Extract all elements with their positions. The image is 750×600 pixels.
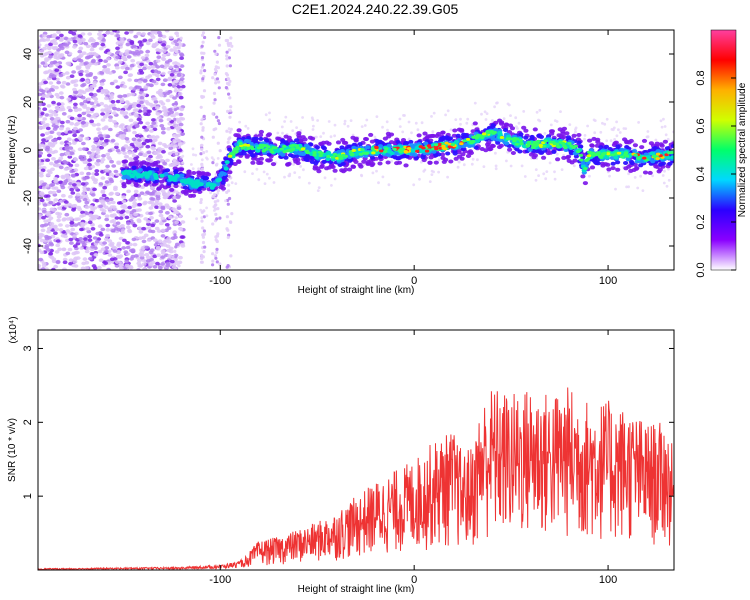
top-y-tick-label: 0 [22, 147, 34, 153]
top-y-tick-label: 40 [22, 48, 34, 60]
bottom-y-tick-label: 3 [22, 345, 34, 351]
spectral-ridge [120, 118, 674, 198]
top-x-tick-label: -100 [209, 275, 231, 287]
snr-series-line [38, 387, 674, 570]
noise-region [38, 30, 674, 270]
bottom-y-tick-label: 2 [22, 419, 34, 425]
snr-x-axis-label: Height of straight line (km) [298, 584, 415, 595]
colorbar-tick-label: 0.2 [695, 214, 707, 229]
bottom-y-tick-label: 1 [22, 493, 34, 499]
colorbar-tick-label: 0.0 [695, 262, 707, 277]
top-x-tick-label: 100 [599, 275, 617, 287]
top-y-tick-label: -40 [22, 238, 34, 254]
colorbar-tick-label: 0.4 [695, 166, 707, 181]
spectrogram-y-axis-label: Frequency (Hz) [7, 116, 18, 185]
colorbar-tick-label: 0.8 [695, 70, 707, 85]
colorbar-tick-label: 0.6 [695, 118, 707, 133]
colorbar: 0.0 0.2 0.4 0.6 0.8 [695, 29, 737, 278]
spectrogram-x-axis-label: Height of straight line (km) [298, 285, 415, 296]
spectrogram-plot: -100 0 100 -40 -20 0 20 40 [22, 29, 675, 287]
colorbar-label: Normalized spectral amplitude [737, 82, 748, 217]
chart-title: C2E1.2024.240.22.39.G05 [291, 1, 459, 17]
snr-y-axis-label: SNR (10 * v/v) [7, 418, 18, 482]
bottom-x-tick-label: -100 [209, 574, 231, 586]
snr-plot: -100 0 100 1 2 3 [22, 329, 675, 586]
snr-y-scale-label: (x10⁴) [8, 316, 19, 343]
top-y-tick-label: 20 [22, 96, 34, 108]
top-x-tick-label: 0 [411, 275, 417, 287]
bottom-x-tick-label: 0 [411, 574, 417, 586]
top-y-tick-label: -20 [22, 190, 34, 206]
bottom-x-tick-label: 100 [599, 574, 617, 586]
